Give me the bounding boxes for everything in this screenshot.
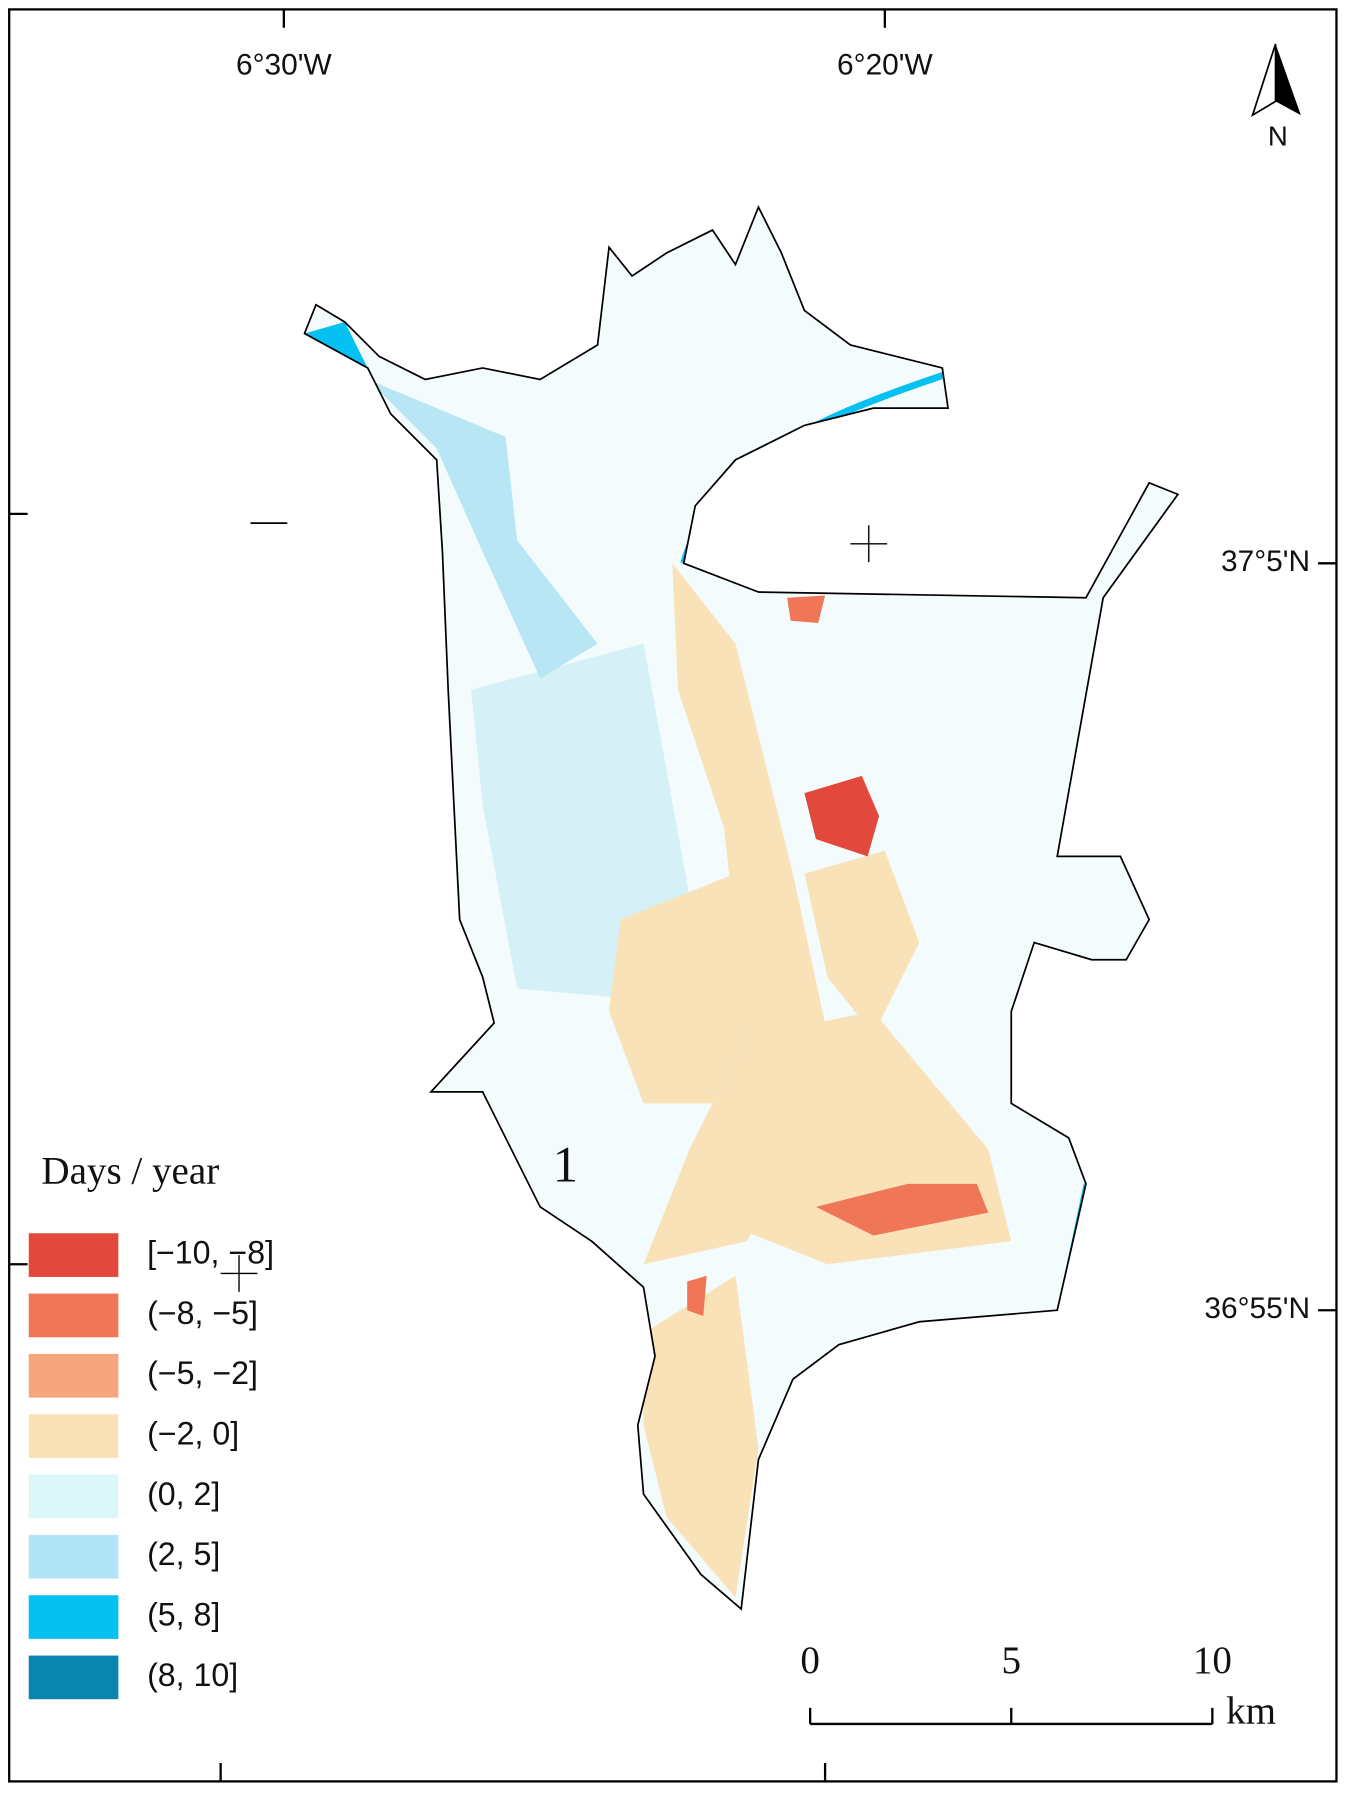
- raster-zone: [804, 775, 880, 857]
- legend-label: (−5, −2]: [147, 1355, 258, 1391]
- scale-bar-label: 5: [1001, 1639, 1021, 1682]
- legend-swatch: [28, 1595, 119, 1639]
- raster-zone: [643, 1275, 759, 1598]
- region-label: 1: [553, 1137, 578, 1193]
- raster-zone: [304, 321, 368, 368]
- legend-title: Days / year: [41, 1150, 219, 1193]
- north-label: N: [1268, 120, 1288, 151]
- legend-swatch: [28, 1233, 119, 1277]
- raster: [304, 207, 1178, 1610]
- raster-zone: [471, 643, 690, 1000]
- study-area-outline: [303, 204, 1180, 1611]
- scale-bar-label: 0: [800, 1639, 820, 1682]
- scale-bar-unit: km: [1226, 1690, 1276, 1733]
- legend-label: (5, 8]: [147, 1597, 220, 1633]
- raster-zone: [804, 850, 920, 1035]
- scale-bar: 0 5 10 km: [800, 1639, 1276, 1733]
- legend-swatch: [28, 1474, 119, 1519]
- legend-swatch: [28, 1353, 119, 1398]
- scale-bar-label: 10: [1193, 1639, 1232, 1682]
- legend-label: (2, 5]: [147, 1536, 220, 1572]
- raster-zone: [367, 379, 598, 679]
- legend-label: (8, 10]: [147, 1657, 238, 1693]
- legend-label: (−8, −5]: [147, 1295, 258, 1331]
- legend-swatch: [28, 1655, 119, 1700]
- legend-label: [−10, −8]: [147, 1235, 274, 1271]
- latitude-label: 36°55'N: [1204, 1292, 1310, 1325]
- legend-label: (0, 2]: [147, 1476, 220, 1512]
- longitude-label: 6°20'W: [837, 49, 933, 82]
- legend-swatch: [28, 1293, 119, 1338]
- legend-label: (−2, 0]: [147, 1416, 239, 1452]
- legend-swatch: [28, 1534, 119, 1579]
- map-frame: [8, 8, 1338, 1783]
- latitude-label: 37°5'N: [1221, 545, 1310, 578]
- raster-zone: [687, 1275, 707, 1316]
- legend-swatch: [28, 1414, 119, 1458]
- raster-zone: [787, 595, 826, 624]
- longitude-label: 6°30'W: [236, 49, 332, 82]
- raster-zone: [815, 1183, 989, 1236]
- raster-zone: [609, 873, 747, 1104]
- legend: [−10, −8] (−8, −5] (−5, −2] (−2, 0] (0, 2] (2…: [28, 1233, 274, 1700]
- north-arrow: N: [1251, 43, 1301, 151]
